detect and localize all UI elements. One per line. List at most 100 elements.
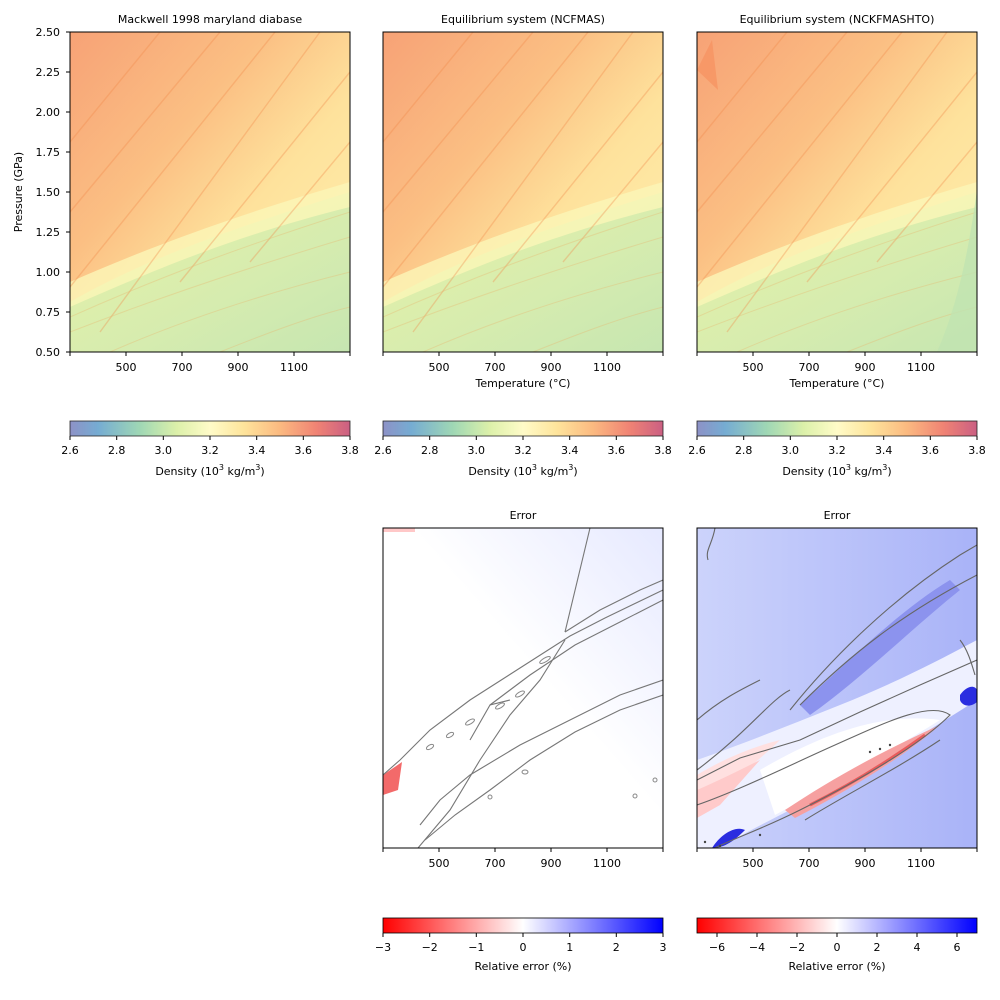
colorbar-tick-label: 3.6: [922, 444, 940, 457]
colorbar-tick-label: 3.4: [561, 444, 579, 457]
density-colorbar: 2.6 2.8 3.0 3.2 3.4 3.6 3.8 Density (103…: [688, 420, 986, 478]
colorbar-tick-label: −2: [422, 941, 438, 954]
panel-title: Equilibrium system (NCFMAS): [441, 13, 605, 26]
panel-title: Equilibrium system (NCKFMASHTO): [740, 13, 935, 26]
colorbar-tick-label: 3.2: [201, 444, 219, 457]
y-tick-labels: 0.50 0.75 1.00 1.25 1.50 1.75 2.00 2.25 …: [36, 26, 61, 359]
x-axis-label: Temperature (°C): [475, 377, 571, 390]
density-heatmap: [697, 32, 977, 352]
density-colorbar: 2.6 2.8 3.0 3.2 3.4 3.6 3.8 Density (103…: [61, 420, 359, 478]
panel-error-nckfmashto: Error: [696, 509, 978, 973]
x-tick-label: 1100: [593, 361, 621, 374]
x-tick-label: 500: [743, 857, 764, 870]
x-axis: 500 700 900 1100: [696, 848, 978, 870]
y-axis: Pressure (GPa) 0.50 0.75 1.00 1.25 1.50 …: [12, 26, 70, 359]
x-tick-label: 500: [116, 361, 137, 374]
colorbar-tick-label: 3.8: [654, 444, 672, 457]
x-tick-label: 1100: [280, 361, 308, 374]
panel-title: Error: [510, 509, 537, 522]
colorbar-tick-label: 3.8: [341, 444, 359, 457]
colorbar-tick-label: 0: [520, 941, 527, 954]
colorbar-tick-label: 0: [834, 941, 841, 954]
y-tick-label: 1.00: [36, 266, 61, 279]
x-tick-label: 700: [172, 361, 193, 374]
x-axis-label: Temperature (°C): [789, 377, 885, 390]
panel-nckfmashto: Equilibrium system (NCKFMASHTO) 500 700 …: [688, 13, 986, 478]
x-tick-label: 1100: [907, 361, 935, 374]
y-tick-label: 0.75: [36, 306, 61, 319]
x-tick-label: 700: [799, 361, 820, 374]
panel-mackwell: Mackwell 1998 maryland diabase Pressure …: [12, 13, 359, 478]
x-tick-label: 700: [485, 857, 506, 870]
colorbar-tick-label: 3: [660, 941, 667, 954]
y-tick-label: 1.50: [36, 186, 61, 199]
colorbar-tick-label: −2: [789, 941, 805, 954]
colorbar-tick-label: 2.6: [61, 444, 79, 457]
colorbar-tick-label: 2.8: [735, 444, 753, 457]
y-tick-label: 2.50: [36, 26, 61, 39]
y-tick-label: 1.75: [36, 146, 61, 159]
error-heatmap: [383, 528, 663, 848]
error-colorbar: −3 −2 −1 0 1 2 3 Relative error (%): [375, 917, 667, 973]
x-tick-label: 900: [855, 857, 876, 870]
density-colorbar: 2.6 2.8 3.0 3.2 3.4 3.6 3.8 Density (103…: [374, 420, 672, 478]
x-tick-label: 900: [541, 361, 562, 374]
x-tick-label: 900: [228, 361, 249, 374]
colorbar-label: Density (103 kg/m3): [782, 463, 891, 478]
y-tick-label: 1.25: [36, 226, 61, 239]
x-axis: 500 700 900 1100 Temperature (°C): [696, 352, 978, 390]
y-tick-label: 0.50: [36, 346, 61, 359]
plot-frame: [696, 527, 978, 849]
panel-title: Mackwell 1998 maryland diabase: [118, 13, 302, 26]
colorbar-tick-label: 2.8: [108, 444, 126, 457]
panel-error-ncfmas: Error: [375, 509, 667, 973]
colorbar-tick-label: 2: [874, 941, 881, 954]
panel-ncfmas: Equilibrium system (NCFMAS) 500 700 900 …: [374, 13, 672, 478]
x-tick-label: 1100: [593, 857, 621, 870]
colorbar-tick-label: 3.4: [248, 444, 266, 457]
x-tick-label: 1100: [907, 857, 935, 870]
panel-title: Error: [824, 509, 851, 522]
x-tick-label: 500: [429, 361, 450, 374]
y-tick-label: 2.25: [36, 66, 61, 79]
colorbar-tick-label: 3.2: [828, 444, 846, 457]
colorbar-tick-label: 3.0: [155, 444, 173, 457]
colorbar-tick-label: 3.0: [468, 444, 486, 457]
colorbar-tick-label: −6: [709, 941, 725, 954]
x-tick-label: 500: [743, 361, 764, 374]
y-tick-label: 2.00: [36, 106, 61, 119]
plot-frame: [382, 527, 664, 849]
x-tick-label: 900: [541, 857, 562, 870]
colorbar-tick-label: −1: [468, 941, 484, 954]
density-heatmap: [70, 32, 350, 352]
colorbar-tick-label: −4: [749, 941, 765, 954]
colorbar-tick-label: 3.6: [608, 444, 626, 457]
colorbar-tick-label: 3.4: [875, 444, 893, 457]
colorbar-tick-label: 3.6: [295, 444, 313, 457]
x-axis: 500 700 900 1100: [382, 848, 664, 870]
colorbar-tick-label: 3.0: [782, 444, 800, 457]
x-tick-label: 500: [429, 857, 450, 870]
plot-frame: [696, 31, 978, 353]
colorbar-tick-label: 2.8: [421, 444, 439, 457]
colorbar-tick-label: 2: [613, 941, 620, 954]
colorbar-tick-label: 6: [954, 941, 961, 954]
colorbar-label: Density (103 kg/m3): [468, 463, 577, 478]
colorbar-label: Relative error (%): [474, 960, 571, 973]
x-axis: 500 700 900 1100 Temperature (°C): [382, 352, 664, 390]
x-axis: 500 700 900 1100: [69, 352, 351, 374]
y-axis-label: Pressure (GPa): [12, 152, 25, 232]
colorbar-tick-label: 3.2: [514, 444, 532, 457]
colorbar-tick-label: 3.8: [968, 444, 986, 457]
colorbar-tick-label: 2.6: [374, 444, 392, 457]
colorbar-tick-label: 2.6: [688, 444, 706, 457]
colorbar-label: Density (103 kg/m3): [155, 463, 264, 478]
plot-frame: [382, 31, 664, 353]
colorbar-tick-label: 4: [914, 941, 921, 954]
colorbar-label: Relative error (%): [788, 960, 885, 973]
x-tick-label: 900: [855, 361, 876, 374]
error-heatmap: [697, 528, 977, 848]
error-colorbar: −6 −4 −2 0 2 4 6 Relative error (%): [696, 917, 978, 973]
x-tick-label: 700: [485, 361, 506, 374]
